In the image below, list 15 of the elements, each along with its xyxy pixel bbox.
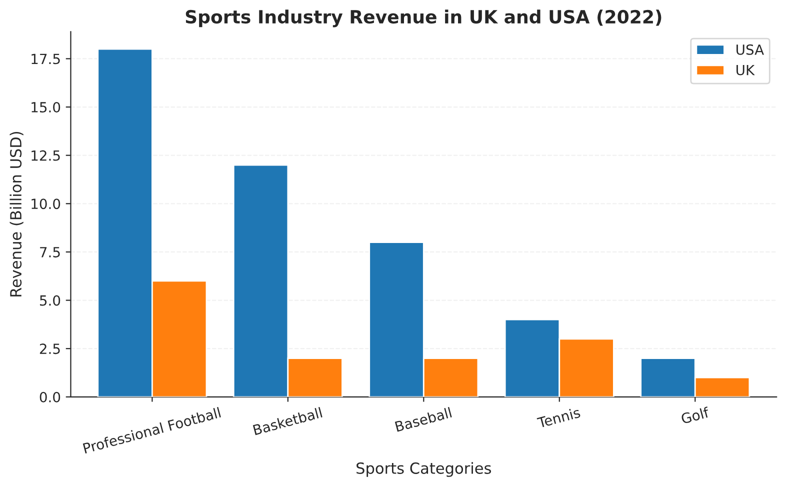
- chart-title: Sports Industry Revenue in UK and USA (2022): [186, 10, 662, 28]
- y-tick-label: 17.5: [32, 54, 60, 64]
- y-tick-label: 2.5: [40, 344, 60, 354]
- y-tick-label: 5.0: [40, 295, 60, 306]
- y-tick-label: 12.5: [32, 150, 60, 161]
- x-tick-label: Tennis: [536, 406, 581, 428]
- y-tick-label: 15.0: [32, 102, 60, 112]
- y-tick-label: 7.5: [40, 247, 60, 258]
- legend-label: UK: [736, 64, 755, 76]
- x-axis-title: Sports Categories: [356, 462, 491, 477]
- legend-label: USA: [736, 44, 764, 55]
- y-tick-label: 10.0: [32, 198, 60, 210]
- y-axis-title: Revenue (Billion USD): [10, 132, 24, 296]
- y-tick-label: 0.0: [40, 392, 60, 402]
- x-tick-label: Golf: [680, 406, 710, 424]
